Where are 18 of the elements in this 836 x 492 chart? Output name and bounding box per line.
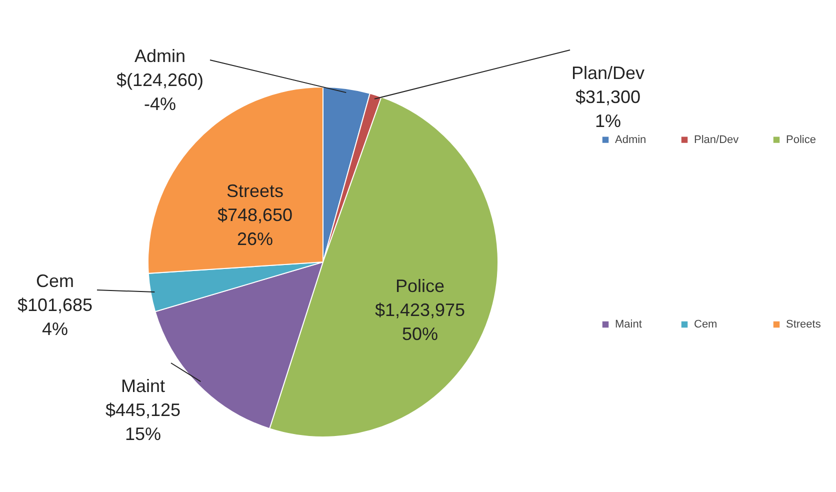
legend-label: Maint xyxy=(615,318,642,330)
slice-label: Plan/Dev xyxy=(571,63,645,83)
slice-label: Streets xyxy=(226,181,284,201)
data-label: $1,423,975 50% xyxy=(374,300,466,344)
data-label: $445,125 15% xyxy=(105,400,181,444)
data-label: $(124,260) -4% xyxy=(116,70,204,114)
legend-label: Streets xyxy=(786,318,822,330)
data-label: $101,685 4% xyxy=(17,295,93,339)
data-label: $748,650 26% xyxy=(217,205,293,249)
slice-label: Maint xyxy=(120,376,166,396)
legend-label: Plan/Dev xyxy=(694,134,740,146)
legend-label: Police xyxy=(786,134,816,146)
legend-label: Cem xyxy=(694,318,718,330)
slice-label: Cem xyxy=(36,271,74,291)
legend-label: Admin xyxy=(615,134,646,146)
slice-label: Police xyxy=(395,276,445,296)
slice-label: Admin xyxy=(134,46,186,66)
data-label: $31,300 1% xyxy=(575,87,641,131)
